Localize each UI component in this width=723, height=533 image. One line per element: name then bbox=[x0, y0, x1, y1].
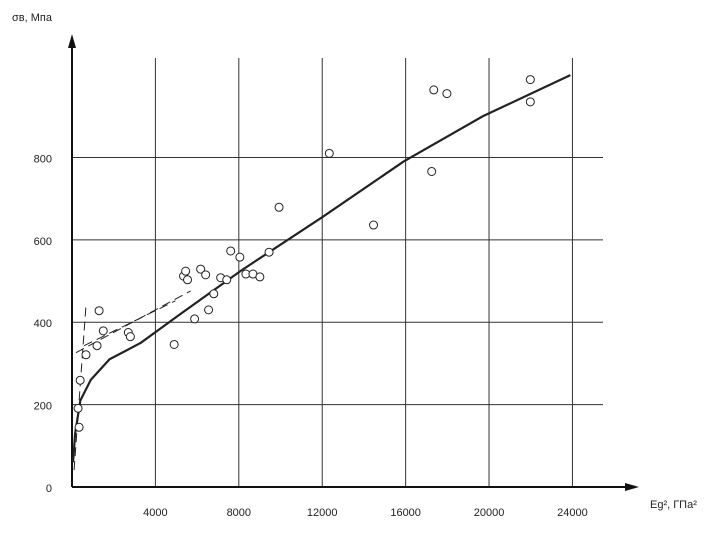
x-axis-label: Eg², ГПа² bbox=[650, 499, 697, 511]
data-point bbox=[183, 275, 193, 285]
data-point bbox=[525, 97, 535, 107]
data-point bbox=[190, 314, 200, 324]
y-tick-label: 0 bbox=[46, 483, 52, 495]
x-tick-label: 16000 bbox=[390, 507, 421, 519]
dashed-line bbox=[73, 305, 87, 471]
data-point bbox=[209, 289, 219, 299]
dashed-line bbox=[83, 300, 176, 347]
y-tick-label: 400 bbox=[34, 318, 52, 330]
x-tick-label: 24000 bbox=[557, 507, 588, 519]
y-tick-label: 200 bbox=[34, 401, 52, 413]
data-point bbox=[324, 148, 334, 158]
data-point bbox=[169, 339, 179, 349]
data-point bbox=[429, 85, 439, 95]
data-point bbox=[73, 403, 83, 413]
data-point bbox=[181, 266, 191, 276]
data-point bbox=[222, 275, 232, 285]
data-point bbox=[264, 247, 274, 257]
x-axis-arrow bbox=[625, 483, 639, 491]
y-tick-label: 600 bbox=[34, 236, 52, 248]
data-point bbox=[204, 305, 214, 315]
data-point bbox=[226, 246, 236, 256]
y-tick-label: 800 bbox=[34, 153, 52, 165]
data-point bbox=[369, 220, 379, 230]
data-point bbox=[196, 264, 206, 274]
data-point bbox=[525, 75, 535, 85]
data-point bbox=[235, 252, 245, 262]
data-point bbox=[442, 89, 452, 99]
x-tick-label: 12000 bbox=[307, 507, 338, 519]
data-point bbox=[92, 341, 102, 351]
y-axis-arrow bbox=[68, 34, 76, 48]
x-tick-label: 4000 bbox=[143, 507, 167, 519]
data-point bbox=[98, 326, 108, 336]
data-point bbox=[201, 270, 211, 280]
data-point bbox=[94, 306, 104, 316]
data-point bbox=[75, 375, 85, 385]
data-point bbox=[255, 272, 265, 282]
data-point bbox=[74, 422, 84, 432]
x-tick-label: 8000 bbox=[227, 507, 251, 519]
data-point bbox=[427, 166, 437, 176]
data-point bbox=[274, 202, 284, 212]
data-point bbox=[125, 332, 135, 342]
x-tick-label: 20000 bbox=[474, 507, 505, 519]
data-point bbox=[81, 350, 91, 360]
y-axis-label: σв, Мпа bbox=[12, 12, 53, 24]
